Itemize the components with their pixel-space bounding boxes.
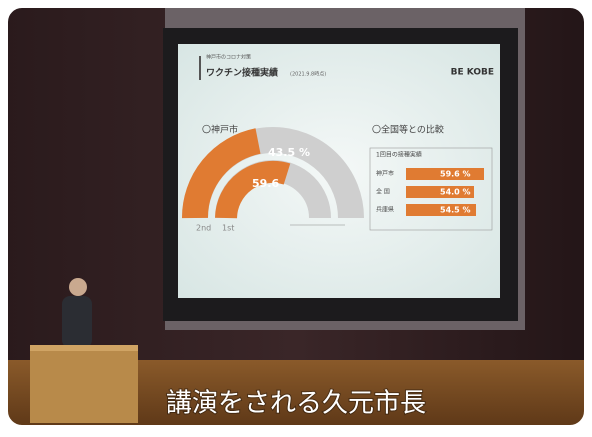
table-title: 1回目の接種実績 bbox=[376, 151, 422, 159]
right-heading: 〇全国等との比較 bbox=[372, 124, 444, 136]
outer-value: 43.5 % bbox=[268, 146, 310, 159]
brand: BE KOBE bbox=[451, 68, 494, 78]
row-label: 神戸市 bbox=[376, 170, 394, 178]
caption: 講演をされる久元市長 bbox=[166, 389, 426, 419]
row-value: 54.5 % bbox=[440, 206, 471, 215]
photo: 神戸市のコロナ対策 ワクチン接種実績 (2021.9.8時点) BE KOBE … bbox=[0, 0, 592, 433]
inner-value: 59.6 bbox=[252, 177, 279, 190]
speaker-body bbox=[62, 296, 92, 348]
speaker-head bbox=[69, 278, 87, 296]
row-value: 54.0 % bbox=[440, 188, 471, 197]
outer-label: 2nd bbox=[196, 224, 211, 233]
inner-label: 1st bbox=[222, 224, 234, 233]
podium bbox=[30, 345, 138, 423]
slide-date: (2021.9.8時点) bbox=[290, 72, 326, 78]
row-label: 兵庫県 bbox=[376, 206, 394, 214]
slide-title: ワクチン接種実績 bbox=[206, 67, 278, 79]
left-heading: 〇神戸市 bbox=[202, 124, 238, 136]
podium-top bbox=[30, 345, 138, 351]
scene: 神戸市のコロナ対策 ワクチン接種実績 (2021.9.8時点) BE KOBE … bbox=[0, 0, 592, 433]
row-value: 59.6 % bbox=[440, 170, 471, 179]
row-label: 全 国 bbox=[376, 188, 390, 196]
slide-kicker: 神戸市のコロナ対策 bbox=[206, 54, 251, 61]
